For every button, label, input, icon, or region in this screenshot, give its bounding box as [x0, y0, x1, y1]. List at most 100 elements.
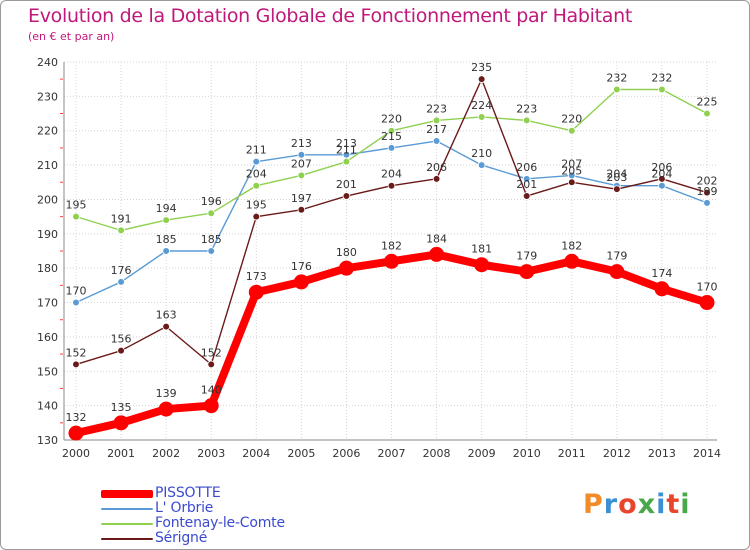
data-point	[609, 264, 625, 280]
data-label: 224	[471, 99, 492, 112]
data-point	[297, 171, 306, 180]
legend-label: PISSOTTE	[155, 485, 221, 501]
data-point	[252, 157, 261, 166]
chart-legend: PISSOTTE L' Orbrie Fontenay-le-Comte Sérign…	[101, 486, 285, 546]
logo-letter: t	[666, 489, 681, 520]
data-point	[432, 137, 441, 145]
data-point	[297, 205, 306, 214]
data-label: 204	[606, 168, 627, 181]
legend-label: Fontenay-le-Comte	[155, 515, 285, 531]
data-point	[72, 212, 80, 221]
data-point	[522, 116, 531, 125]
y-tick-label: 190	[37, 228, 58, 241]
data-label: 206	[516, 161, 537, 174]
data-label: 182	[381, 239, 402, 252]
logo-letter: r	[603, 489, 619, 520]
data-point	[699, 295, 715, 311]
data-point	[519, 264, 535, 280]
data-point	[474, 257, 490, 273]
data-label: 179	[606, 250, 627, 263]
y-tick-label: 140	[37, 400, 58, 413]
data-label: 182	[561, 239, 582, 252]
data-label: 195	[246, 199, 267, 212]
legend-item: L' Orbrie	[101, 501, 285, 516]
data-label: 199	[697, 185, 718, 198]
data-label: 156	[111, 333, 132, 346]
logo-letter: o	[618, 489, 638, 520]
x-tick-label: 2007	[378, 447, 406, 460]
data-label: 213	[291, 137, 312, 150]
x-tick-label: 2011	[558, 447, 586, 460]
x-tick-label: 2012	[603, 447, 631, 460]
data-label: 203	[606, 171, 627, 184]
data-point	[117, 346, 125, 355]
data-point	[203, 398, 219, 414]
chart-subtitle: (en € et par an)	[28, 30, 115, 43]
data-label: 211	[246, 144, 267, 157]
data-label: 204	[651, 168, 672, 181]
data-label: 225	[697, 96, 718, 109]
data-label: 135	[111, 401, 132, 414]
data-label: 204	[381, 168, 402, 181]
data-point	[477, 161, 486, 169]
data-point	[429, 246, 445, 262]
data-label: 181	[471, 243, 492, 256]
data-point	[613, 85, 621, 94]
data-point	[117, 226, 125, 235]
x-tick-label: 2009	[468, 447, 496, 460]
data-label: 184	[426, 232, 447, 245]
data-point	[477, 75, 486, 83]
data-label: 194	[156, 202, 177, 215]
legend-swatch	[101, 522, 153, 525]
data-point	[522, 192, 531, 200]
data-label: 215	[381, 130, 402, 143]
data-point	[162, 322, 170, 331]
data-label: 220	[381, 113, 402, 126]
data-label: 176	[291, 260, 312, 273]
data-label: 179	[516, 250, 537, 263]
x-tick-label: 2005	[287, 447, 315, 460]
y-tick-label: 180	[37, 262, 58, 275]
data-label: 140	[201, 384, 222, 397]
y-tick-label: 170	[37, 297, 58, 310]
data-point	[477, 113, 486, 121]
logo-letter: P	[583, 489, 604, 520]
y-tick-label: 150	[37, 365, 58, 378]
x-tick-label: 2010	[513, 447, 541, 460]
data-point	[207, 247, 216, 255]
data-label: 139	[156, 387, 177, 400]
data-point	[162, 216, 170, 224]
data-point	[117, 278, 125, 286]
data-point	[342, 192, 351, 200]
data-label: 132	[66, 411, 87, 424]
data-point	[564, 253, 580, 269]
x-tick-label: 2001	[107, 447, 135, 460]
data-label: 191	[111, 212, 132, 225]
data-label: 170	[697, 281, 718, 294]
legend-item: Sérigné	[101, 531, 285, 546]
legend-label: Sérigné	[155, 530, 208, 546]
data-point	[293, 274, 309, 290]
legend-item: Fontenay-le-Comte	[101, 516, 285, 531]
data-point	[113, 415, 129, 431]
data-label: 205	[561, 164, 582, 177]
data-point	[703, 199, 711, 207]
data-point	[384, 253, 399, 269]
x-tick-label: 2003	[197, 447, 225, 460]
logo-letter: x	[637, 489, 657, 520]
data-label: 210	[471, 147, 492, 160]
data-label: 173	[246, 270, 267, 283]
data-label: 152	[66, 346, 87, 359]
y-tick-label: 210	[37, 159, 58, 172]
data-point	[658, 175, 666, 183]
data-label: 201	[336, 178, 357, 191]
data-point	[158, 401, 174, 417]
legend-swatch	[101, 507, 153, 510]
data-point	[387, 126, 396, 135]
data-label: 207	[291, 157, 312, 170]
data-point	[567, 126, 576, 135]
data-label: 235	[471, 61, 492, 74]
